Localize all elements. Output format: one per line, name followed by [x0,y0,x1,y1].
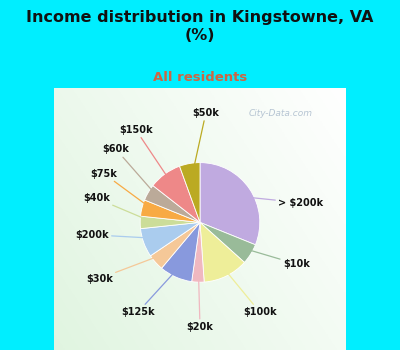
Wedge shape [180,163,200,222]
Text: $10k: $10k [240,247,310,269]
Wedge shape [153,166,200,222]
Text: $75k: $75k [90,169,155,211]
Wedge shape [200,222,256,262]
Wedge shape [140,222,200,256]
Text: $40k: $40k [83,193,153,222]
Text: $100k: $100k [220,264,277,317]
Wedge shape [162,222,200,282]
Text: > $200k: > $200k [239,196,323,208]
Text: $20k: $20k [186,269,214,332]
Text: $125k: $125k [121,265,181,317]
Text: City-Data.com: City-Data.com [248,108,312,118]
Wedge shape [144,186,200,222]
Text: Income distribution in Kingstowne, VA
(%): Income distribution in Kingstowne, VA (%… [26,10,374,43]
Wedge shape [140,200,200,222]
Wedge shape [200,222,244,282]
Text: $200k: $200k [75,230,156,240]
Text: All residents: All residents [153,71,247,84]
Wedge shape [140,216,200,229]
Wedge shape [192,222,204,282]
Text: $150k: $150k [119,125,172,185]
Wedge shape [200,163,260,245]
Text: $30k: $30k [86,254,165,284]
Wedge shape [150,222,200,268]
Text: $60k: $60k [103,145,160,199]
Text: $50k: $50k [192,108,219,176]
